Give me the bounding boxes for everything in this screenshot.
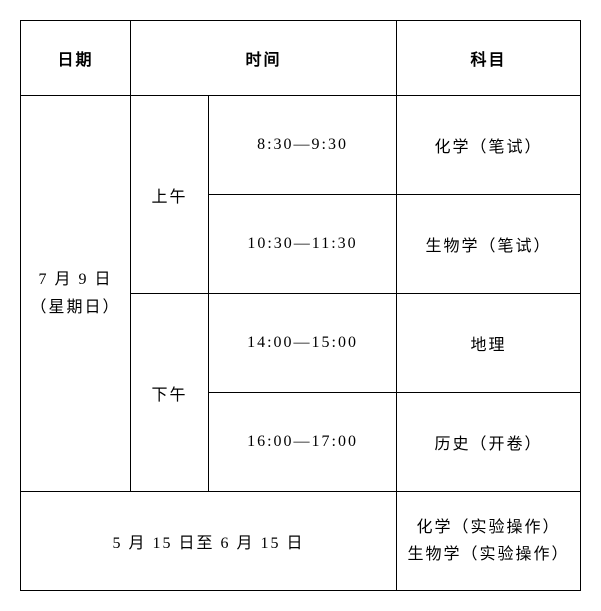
date-cell: 7 月 9 日（星期日）: [21, 96, 131, 492]
time-cell: 14:00—15:00: [209, 294, 397, 393]
schedule-table: 日期 时间 科目 7 月 9 日（星期日） 上午 8:30—9:30 化学（笔试…: [20, 20, 581, 591]
subject-cell: 化学（笔试）: [397, 96, 581, 195]
period-afternoon: 下午: [131, 294, 209, 492]
time-cell: 10:30—11:30: [209, 195, 397, 294]
time-cell: 16:00—17:00: [209, 393, 397, 492]
subject-cell: 生物学（笔试）: [397, 195, 581, 294]
header-date: 日期: [21, 21, 131, 96]
period-morning: 上午: [131, 96, 209, 294]
footer-date-range: 5 月 15 日至 6 月 15 日: [21, 492, 397, 591]
subject-cell: 历史（开卷）: [397, 393, 581, 492]
footer-row: 5 月 15 日至 6 月 15 日 化学（实验操作）生物学（实验操作）: [21, 492, 581, 591]
header-time: 时间: [131, 21, 397, 96]
header-subject: 科目: [397, 21, 581, 96]
footer-subjects: 化学（实验操作）生物学（实验操作）: [397, 492, 581, 591]
header-row: 日期 时间 科目: [21, 21, 581, 96]
time-cell: 8:30—9:30: [209, 96, 397, 195]
subject-cell: 地理: [397, 294, 581, 393]
table-row: 7 月 9 日（星期日） 上午 8:30—9:30 化学（笔试）: [21, 96, 581, 195]
